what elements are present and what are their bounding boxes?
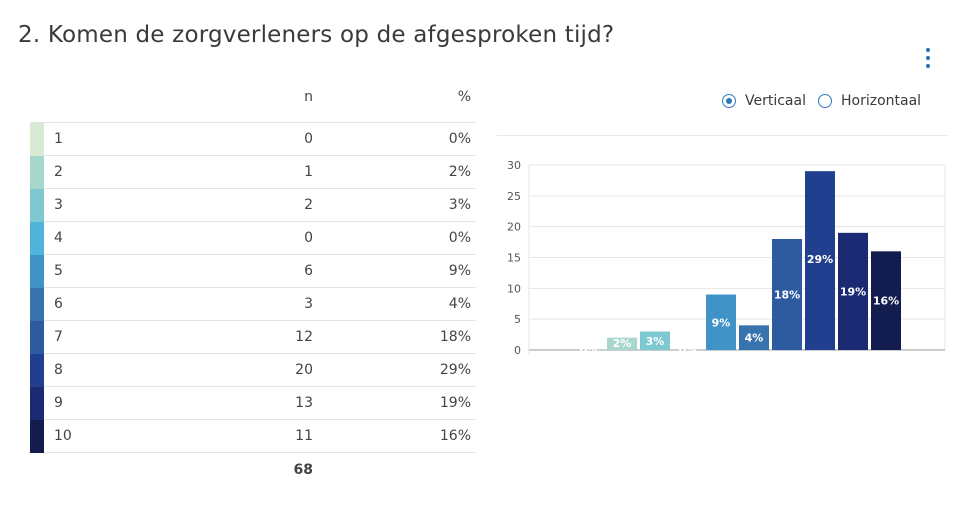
radio-verticaal-label: Verticaal — [745, 93, 806, 109]
row-count: 6 — [304, 263, 313, 279]
data-label: 3% — [646, 335, 665, 348]
row-count: 3 — [304, 296, 313, 312]
y-tick-label: 0 — [514, 344, 521, 357]
bar-7 — [772, 239, 802, 350]
color-swatch — [30, 321, 44, 354]
color-swatch — [30, 156, 44, 189]
bar-10 — [871, 251, 901, 350]
row-count: 20 — [295, 362, 313, 378]
data-label: 2% — [613, 337, 632, 350]
data-label: 18% — [774, 289, 800, 302]
row-percent: 9% — [448, 263, 471, 279]
table-row: 6 3 4% — [30, 288, 476, 321]
radio-horizontaal-label: Horizontaal — [840, 93, 922, 109]
table-row: 7 12 18% — [30, 321, 476, 354]
radio-verticaal[interactable]: Verticaal — [722, 93, 806, 109]
total-count: 68 — [293, 462, 313, 478]
row-label: 7 — [54, 329, 63, 345]
table-row: 10 11 16% — [30, 420, 476, 453]
y-tick-label: 25 — [507, 190, 521, 203]
table-total-row: 68 — [30, 453, 476, 485]
row-count: 13 — [295, 395, 313, 411]
row-label: 1 — [54, 131, 63, 147]
table-row: 9 13 19% — [30, 387, 476, 420]
row-count: 0 — [304, 230, 313, 246]
y-tick-label: 5 — [514, 313, 521, 326]
table-row: 1 0 0% — [30, 123, 476, 156]
kebab-menu-icon[interactable] — [921, 48, 935, 68]
row-percent: 18% — [439, 329, 471, 345]
row-percent: 19% — [439, 395, 471, 411]
row-label: 5 — [54, 263, 63, 279]
column-header-n: n — [304, 89, 313, 105]
color-swatch — [30, 255, 44, 288]
column-header-percent: % — [457, 89, 471, 105]
y-tick-label: 15 — [507, 252, 521, 265]
radio-unselected-icon[interactable] — [817, 94, 832, 108]
table-row: 4 0 0% — [30, 222, 476, 255]
radio-selected-icon[interactable] — [722, 94, 736, 108]
row-count: 11 — [295, 428, 313, 444]
row-count: 1 — [304, 164, 313, 180]
color-swatch — [30, 288, 44, 321]
color-swatch — [30, 420, 44, 453]
data-label: 19% — [840, 285, 866, 298]
bar-2 — [607, 337, 637, 350]
table-row: 3 2 3% — [30, 189, 476, 222]
data-label: 29% — [807, 253, 833, 266]
data-label: 0% — [580, 344, 599, 357]
row-count: 12 — [295, 329, 313, 345]
bar-chart: 0 5 10 15 20 25 30 0% 2% 3% 0% 9% 4% 18% 29% 19% 16% — [507, 159, 946, 357]
results-table: n % 1 0 0% 2 1 2% 3 2 3% 4 0 0% 5 6 9% 6 3 4% 7 12 18% 8 20 29%… — [30, 80, 476, 485]
row-count: 2 — [304, 197, 313, 213]
row-percent: 3% — [448, 197, 471, 213]
bar-3 — [640, 331, 670, 350]
row-percent: 0% — [448, 131, 471, 147]
row-percent: 4% — [448, 296, 471, 312]
table-header: n % — [30, 80, 476, 123]
bar-6 — [739, 325, 769, 350]
color-swatch — [30, 189, 44, 222]
table-row: 8 20 29% — [30, 354, 476, 387]
data-label: 16% — [873, 295, 899, 308]
row-label: 9 — [54, 395, 63, 411]
row-percent: 0% — [448, 230, 471, 246]
row-percent: 29% — [439, 362, 471, 378]
data-label: 9% — [712, 316, 731, 329]
color-swatch — [30, 354, 44, 387]
row-label: 6 — [54, 296, 63, 312]
radio-horizontaal[interactable]: Horizontaal — [817, 93, 922, 109]
bar-9 — [838, 232, 868, 350]
row-count: 0 — [304, 131, 313, 147]
row-label: 8 — [54, 362, 63, 378]
page-title: 2. Komen de zorgverleners op de afgespro… — [18, 22, 615, 48]
color-swatch — [30, 123, 44, 156]
data-label: 0% — [679, 344, 698, 357]
orientation-toggle: Verticaal Horizontaal — [722, 93, 933, 109]
bar-5 — [706, 294, 736, 350]
row-percent: 2% — [448, 164, 471, 180]
row-label: 4 — [54, 230, 63, 246]
data-label: 4% — [745, 332, 764, 345]
row-label: 10 — [54, 428, 72, 444]
y-tick-label: 20 — [507, 221, 521, 234]
color-swatch — [30, 387, 44, 420]
color-swatch — [30, 222, 44, 255]
divider — [497, 135, 948, 136]
row-label: 2 — [54, 164, 63, 180]
row-percent: 16% — [439, 428, 471, 444]
bar-8 — [805, 171, 835, 350]
row-label: 3 — [54, 197, 63, 213]
table-row: 2 1 2% — [30, 156, 476, 189]
table-row: 5 6 9% — [30, 255, 476, 288]
y-tick-label: 10 — [507, 282, 521, 295]
y-tick-label: 30 — [507, 159, 521, 172]
